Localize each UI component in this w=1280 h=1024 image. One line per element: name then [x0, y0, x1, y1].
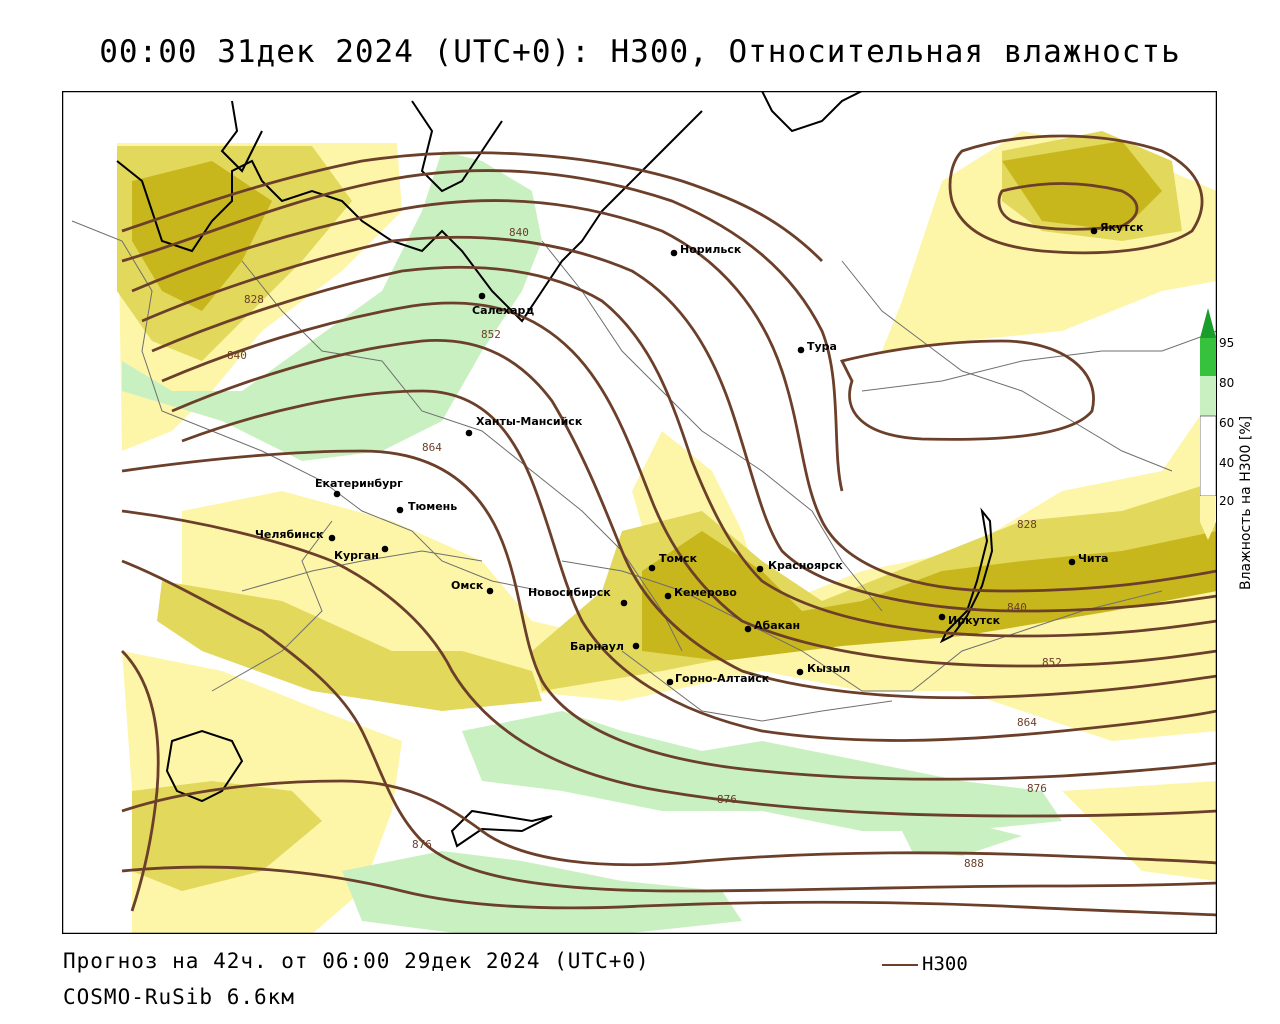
forecast-info: Прогноз на 42ч. от 06:00 29дек 2024 (UTC…	[63, 949, 650, 973]
h300-legend-line	[882, 964, 918, 966]
contour-label: 828	[1017, 518, 1037, 531]
humidity-area-green	[122, 151, 542, 461]
city-label: Красноярск	[768, 559, 843, 572]
h300-contours	[121, 134, 1217, 917]
colorbar-tick: 20	[1219, 494, 1235, 508]
city-label: Абакан	[754, 619, 800, 632]
city-label: Горно-Алтайск	[675, 672, 770, 685]
contour-label: 828	[244, 293, 264, 306]
map-frame	[62, 91, 1217, 934]
city-label: Чита	[1078, 552, 1108, 565]
contour-label: 864	[1017, 716, 1037, 729]
city-markers: Якутск Норильск Салехард Тура Ханты-Манс…	[255, 221, 1144, 686]
weather-map: 828 840 840 852 864 828 840 852 864 876 …	[62, 91, 1217, 934]
caspian-like	[165, 729, 244, 803]
humidity-colorbar	[1200, 308, 1216, 540]
admin-borders	[71, 220, 1217, 722]
contour-label: 888	[964, 857, 984, 870]
colorbar-tick: 95	[1219, 336, 1235, 350]
contour-label: 840	[509, 226, 529, 239]
humidity-area-mid	[157, 581, 542, 711]
city-label: Екатеринбург	[315, 477, 403, 490]
h300-legend-label: H300	[922, 953, 968, 975]
colorbar-tick: 80	[1219, 376, 1235, 390]
city-label: Томск	[659, 552, 698, 565]
humidity-area-green	[902, 821, 1022, 856]
city-label: Салехард	[472, 304, 534, 317]
city-label: Курган	[334, 549, 379, 562]
contour-label: 852	[481, 328, 501, 341]
contour-label: 876	[717, 793, 737, 806]
colorbar-tick: 40	[1219, 456, 1235, 470]
city-label: Кызыл	[807, 662, 850, 675]
city-label: Ханты-Мансийск	[476, 415, 583, 428]
contour-label: 840	[227, 349, 247, 362]
colorbar-title: Влажность на H300 [%]	[1238, 415, 1254, 590]
city-label: Омск	[451, 579, 484, 592]
humidity-area-pale	[1062, 781, 1217, 881]
colorbar-tick: 60	[1219, 416, 1235, 430]
city-label: Иркутск	[948, 614, 1001, 627]
city-label: Челябинск	[255, 528, 324, 541]
city-label: Кемерово	[674, 586, 737, 599]
city-label: Норильск	[680, 243, 742, 256]
contour-label: 876	[1027, 782, 1047, 795]
contour-label: 876	[412, 838, 432, 851]
contour-label: 840	[1007, 601, 1027, 614]
map-title: 00:00 31дек 2024 (UTC+0): H300, Относите…	[99, 34, 1181, 70]
contour-labels: 828 840 840 852 864 828 840 852 864 876 …	[227, 226, 1062, 870]
contour-label: 864	[422, 441, 442, 454]
humidity-area-green	[342, 851, 742, 934]
lake-baikal	[939, 507, 994, 644]
humidity-area-high	[1002, 141, 1162, 231]
model-name: COSMO-RuSib 6.6км	[63, 985, 295, 1009]
contour-label: 852	[1042, 656, 1062, 669]
humidity-area-mid	[132, 781, 322, 891]
city-label: Тура	[807, 340, 837, 353]
city-label: Тюмень	[408, 500, 457, 513]
city-label: Якутск	[1100, 221, 1144, 234]
city-label: Барнаул	[570, 640, 624, 653]
city-label: Новосибирск	[528, 586, 611, 599]
lake-balkhash	[450, 809, 553, 848]
